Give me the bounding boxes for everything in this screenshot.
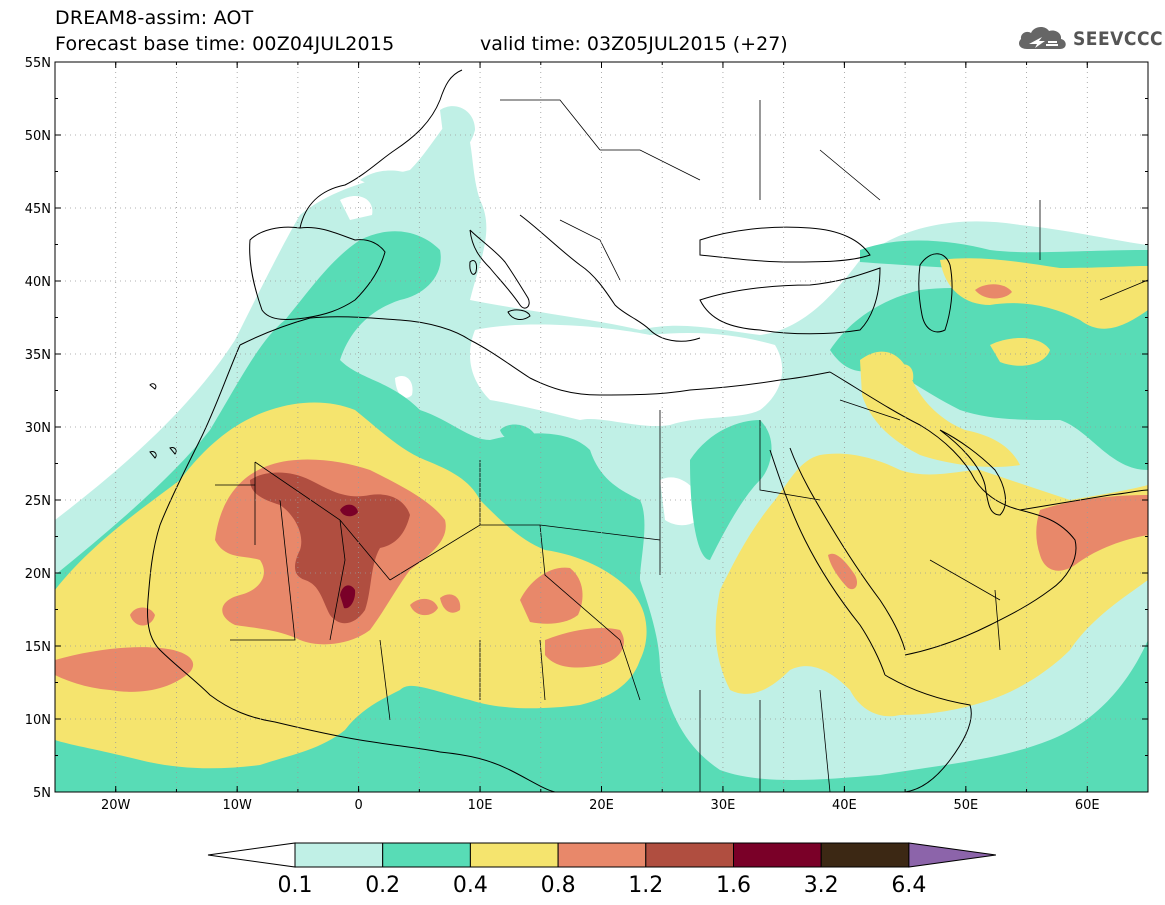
colorbar-level-label: 3.2 (804, 873, 839, 898)
lat-label: 25N (25, 494, 51, 509)
map-title: DREAM8-assim: AOT (55, 7, 254, 29)
colorbar-box (733, 842, 822, 868)
lat-label: 20N (25, 567, 51, 582)
lon-label: 30E (711, 798, 736, 813)
colorbar-under-triangle (207, 842, 296, 868)
colorbar-level-label: 1.2 (628, 873, 663, 898)
axis-ticks (54, 61, 1149, 793)
lat-label: 55N (25, 56, 51, 71)
colorbar-level-label: 0.2 (365, 873, 400, 898)
lon-label: 10W (222, 798, 252, 813)
lat-label: 40N (25, 275, 51, 290)
lon-label: 20W (101, 798, 131, 813)
colorbar-over-triangle (908, 842, 996, 868)
colorbar-box (294, 842, 384, 868)
lon-label: 50E (953, 798, 978, 813)
lat-label: 45N (25, 202, 51, 217)
lat-label: 10N (25, 713, 51, 728)
forecast-base-time: Forecast base time: 00Z04JUL2015 (55, 33, 395, 55)
lat-label: 5N (33, 786, 51, 801)
colorbar-box (645, 842, 734, 868)
map-grid (55, 62, 1148, 792)
lon-label: 20E (589, 798, 614, 813)
coastlines (147, 69, 1148, 792)
colorbar-level-label: 0.8 (541, 873, 576, 898)
lon-label: 10E (468, 798, 493, 813)
lat-label: 30N (25, 421, 51, 436)
lon-label: 40E (832, 798, 857, 813)
longitude-labels: 20W 10W 0 10E 20E 30E 40E 50E 60E (101, 798, 1100, 813)
valid-time: valid time: 03Z05JUL2015 (+27) (480, 33, 788, 55)
lat-label: 50N (25, 129, 51, 144)
lat-label: 15N (25, 640, 51, 655)
lat-label: 35N (25, 348, 51, 363)
logo-text: SEEVCCC (1073, 28, 1164, 50)
colorbar-box (382, 842, 471, 868)
cloud-icon (1019, 27, 1066, 49)
lon-label: 60E (1075, 798, 1100, 813)
latitude-labels: 55N 50N 45N 40N 35N 30N 25N 20N 15N 10N 5N (25, 56, 51, 801)
colorbar-box (469, 842, 559, 868)
colorbar-box (557, 842, 647, 868)
colorbar-box (820, 842, 910, 868)
aot-level-1.6 (340, 504, 358, 609)
aot-level-1.2 (250, 472, 410, 624)
lon-label: 0 (354, 798, 362, 813)
colorbar-level-label: 6.4 (891, 873, 926, 898)
colorbar: 0.1 0.2 0.4 0.8 1.2 1.6 3.2 6.4 (207, 842, 996, 898)
colorbar-level-label: 0.1 (278, 873, 313, 898)
seevccc-logo: SEEVCCC (1015, 20, 1163, 58)
colorbar-level-label: 1.6 (716, 873, 751, 898)
colorbar-level-label: 0.4 (453, 873, 488, 898)
